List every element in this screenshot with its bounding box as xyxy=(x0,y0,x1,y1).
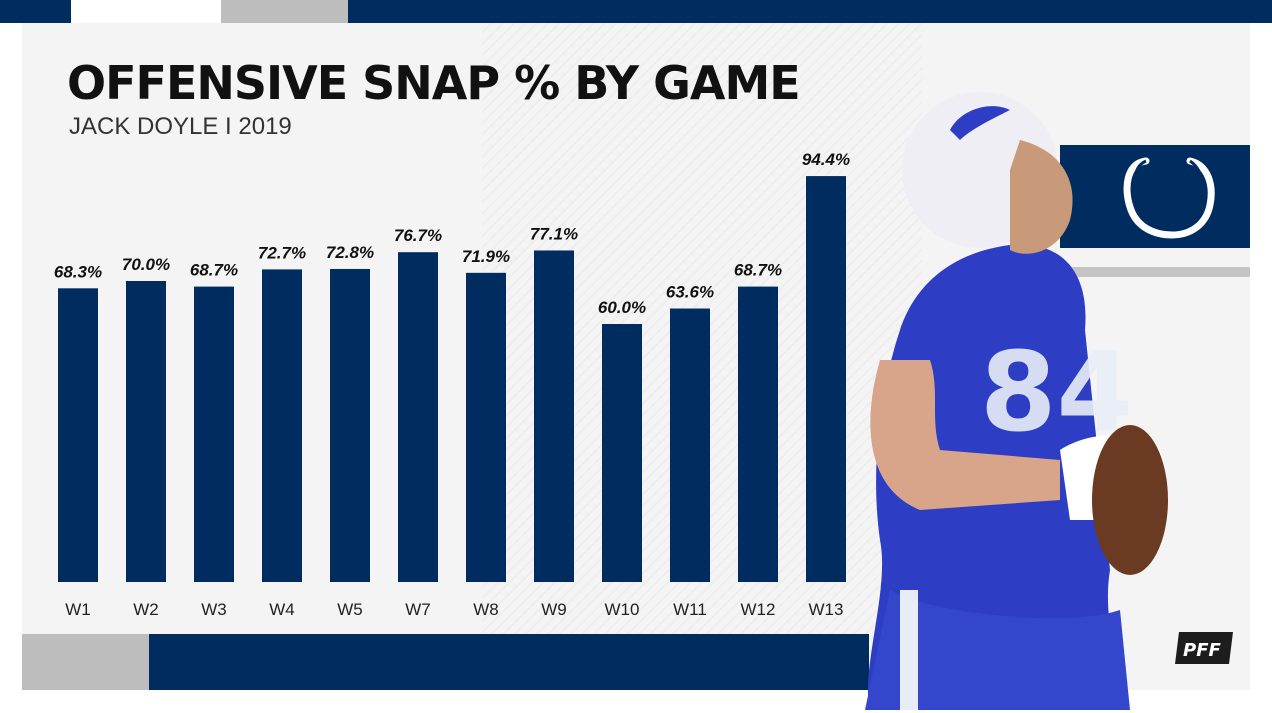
x-tick-w11: W11 xyxy=(673,600,707,619)
value-label-w12: 68.7% xyxy=(734,261,782,280)
bar-w8 xyxy=(466,272,506,582)
bar-w12 xyxy=(738,286,778,582)
top-bar-segment xyxy=(71,0,221,23)
svg-text:PFF: PFF xyxy=(1183,640,1221,661)
bar-w13 xyxy=(806,176,846,582)
player-photo: 84 xyxy=(865,92,1168,710)
x-tick-w3: W3 xyxy=(201,600,227,619)
value-label-w4: 72.7% xyxy=(258,243,306,262)
team-logo-box xyxy=(1060,145,1250,248)
horseshoe-icon xyxy=(1123,157,1215,239)
x-tick-w7: W7 xyxy=(405,600,431,619)
bar-w3 xyxy=(194,286,234,582)
x-tick-w5: W5 xyxy=(337,600,363,619)
x-tick-w4: W4 xyxy=(269,600,295,619)
bar-w11 xyxy=(670,308,710,582)
x-tick-w1: W1 xyxy=(65,600,91,619)
value-label-w5: 72.8% xyxy=(326,243,374,262)
value-label-w8: 71.9% xyxy=(462,247,510,266)
top-bar-navy xyxy=(348,0,1272,23)
bottom-bar-navy xyxy=(149,634,869,690)
pff-logo: PFF xyxy=(1175,632,1233,664)
value-label-w13: 94.4% xyxy=(802,150,850,169)
value-label-w2: 70.0% xyxy=(122,255,170,274)
bar-w1 xyxy=(58,288,98,582)
page-subtitle: JACK DOYLE I 2019 xyxy=(69,113,292,140)
top-bar-white xyxy=(0,0,71,23)
x-tick-w2: W2 xyxy=(133,600,159,619)
page-title: OFFENSIVE SNAP % BY GAME xyxy=(67,56,801,110)
accent-line xyxy=(1060,267,1250,277)
x-tick-w8: W8 xyxy=(473,600,499,619)
bar-w9 xyxy=(534,250,574,582)
value-label-w9: 77.1% xyxy=(530,224,578,243)
x-tick-w10: W10 xyxy=(605,600,640,619)
x-tick-w12: W12 xyxy=(741,600,776,619)
value-label-w3: 68.7% xyxy=(190,261,238,280)
value-label-w10: 60.0% xyxy=(598,298,646,317)
bar-w4 xyxy=(262,269,302,582)
x-tick-w9: W9 xyxy=(541,600,567,619)
bar-w2 xyxy=(126,281,166,582)
bottom-bar-gray xyxy=(22,634,149,690)
value-label-w1: 68.3% xyxy=(54,262,102,281)
bar-w10 xyxy=(602,324,642,582)
top-bar-gray xyxy=(221,0,348,23)
x-tick-w13: W13 xyxy=(809,600,844,619)
bar-w7 xyxy=(398,252,438,582)
value-label-w11: 63.6% xyxy=(666,283,714,302)
svg-text:84: 84 xyxy=(980,328,1133,456)
value-label-w7: 76.7% xyxy=(394,226,442,245)
bar-w5 xyxy=(330,268,370,582)
